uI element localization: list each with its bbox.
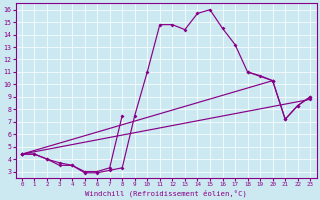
X-axis label: Windchill (Refroidissement éolien,°C): Windchill (Refroidissement éolien,°C): [85, 189, 247, 197]
